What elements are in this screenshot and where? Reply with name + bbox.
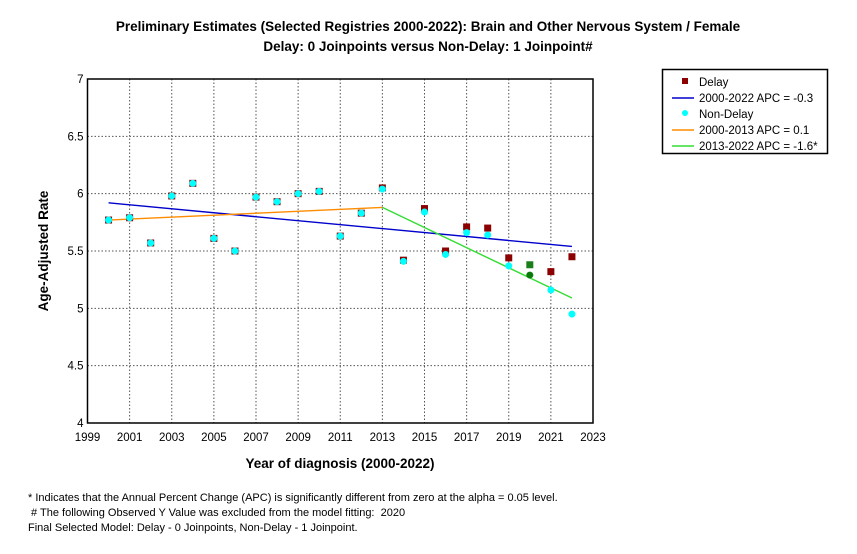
x-tick-label: 2005 — [201, 432, 227, 444]
non-delay-point — [210, 234, 218, 242]
plot-frame — [86, 78, 594, 424]
trend-lines — [108, 202, 573, 299]
non-delay-point — [336, 232, 344, 240]
x-tick-label: 2021 — [538, 432, 564, 444]
trend-line — [108, 202, 573, 248]
y-tick-label: 5 — [77, 303, 83, 315]
legend-marker-circle — [682, 110, 688, 116]
legend-box — [661, 68, 829, 155]
non-delay-point — [252, 193, 260, 201]
x-tick-label: 2009 — [285, 432, 311, 444]
x-tick-label: 2017 — [454, 432, 480, 444]
legend: Delay 2000-2022 APC = -0.3 Non-Delay 2000-2… — [661, 68, 829, 155]
footnote-significance: * Indicates that the Annual Percent Chan… — [28, 492, 558, 504]
non-delay-point — [357, 209, 365, 217]
x-axis-title: Year of diagnosis (2000-2022) — [245, 456, 434, 471]
non-delay-point — [189, 179, 197, 187]
non-delay-point — [168, 192, 176, 200]
delay-point — [568, 253, 576, 261]
delay-point — [505, 254, 513, 262]
non-delay-point — [484, 231, 492, 239]
non-delay-point — [147, 239, 155, 247]
non-delay-point — [547, 286, 555, 294]
y-tick-label: 6.5 — [68, 131, 84, 143]
delay-point — [547, 268, 555, 276]
y-tick-label: 5.5 — [68, 246, 84, 258]
legend-label: 2000-2013 APC = 0.1 — [699, 125, 809, 137]
legend-label: Non-Delay — [699, 109, 754, 121]
x-axis-ticks: 1999 2001 2003 2005 2007 2009 2011 2013 2015 2017… — [75, 432, 606, 444]
non-delay-point — [526, 271, 534, 279]
x-tick-label: 2023 — [580, 432, 606, 444]
non-delay-point — [378, 185, 386, 193]
legend-label: Delay — [699, 77, 729, 89]
x-tick-label: 2007 — [243, 432, 269, 444]
y-tick-label: 7 — [77, 74, 83, 86]
non-delay-point — [442, 250, 450, 258]
non-delay-point — [105, 216, 113, 224]
delay-point — [484, 224, 492, 232]
non-delay-point — [568, 310, 576, 318]
gridlines — [87, 79, 593, 423]
x-tick-label: 2011 — [328, 432, 353, 444]
y-axis-title: Age-Adjusted Rate — [36, 190, 51, 311]
footnote-final-model: Final Selected Model: Delay - 0 Joinpoin… — [28, 522, 358, 534]
x-tick-label: 2015 — [412, 432, 438, 444]
non-delay-point — [126, 214, 134, 222]
non-delay-point — [231, 247, 239, 255]
y-tick-label: 4.5 — [68, 361, 84, 373]
legend-label: 2000-2022 APC = -0.3 — [699, 93, 813, 105]
x-tick-label: 2003 — [159, 432, 185, 444]
chart-title: Preliminary Estimates (Selected Registri… — [116, 19, 741, 34]
non-delay-point — [399, 257, 407, 265]
non-delay-point — [273, 198, 281, 206]
non-delay-point — [315, 187, 323, 195]
y-tick-label: 4 — [77, 418, 84, 430]
delay-point — [463, 223, 471, 231]
non-delay-point — [463, 229, 471, 237]
y-tick-label: 6 — [77, 189, 83, 201]
non-delay-point — [294, 190, 302, 198]
x-tick-label: 2013 — [370, 432, 396, 444]
delay-point — [526, 261, 534, 269]
legend-marker-square — [682, 78, 688, 84]
x-tick-label: 1999 — [75, 432, 101, 444]
trend-line — [108, 206, 383, 221]
x-tick-label: 2001 — [117, 432, 143, 444]
non-delay-point — [421, 208, 428, 216]
trend-line — [382, 206, 573, 299]
footnote-excluded: # The following Observed Y Value was exc… — [28, 507, 406, 519]
data-points — [105, 179, 576, 318]
legend-label: 2013-2022 APC = -1.6* — [699, 141, 818, 153]
non-delay-point — [505, 262, 513, 270]
y-axis-ticks: 4 4.5 5 5.5 6 6.5 7 — [68, 74, 85, 430]
x-tick-label: 2019 — [496, 432, 522, 444]
chart-subtitle: Delay: 0 Joinpoints versus Non-Delay: 1 … — [263, 39, 593, 54]
